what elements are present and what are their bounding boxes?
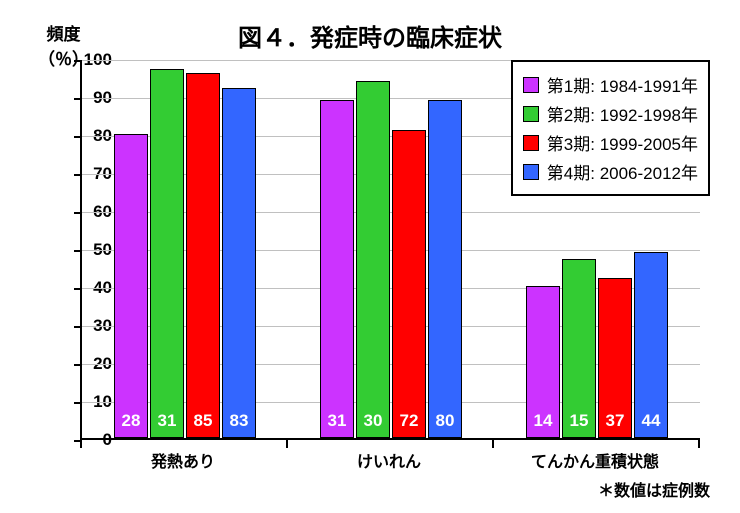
x-category-label: けいれん	[286, 448, 492, 472]
bar-value-label: 72	[393, 411, 425, 431]
legend-label: 第4期: 2006-2012年	[547, 159, 698, 184]
legend-item: 第1期: 1984-1991年	[523, 72, 698, 97]
bar-value-label: 80	[429, 411, 461, 431]
bar: 15	[562, 259, 596, 438]
bar-value-label: 31	[321, 411, 353, 431]
legend-swatch	[523, 164, 539, 180]
bar: 31	[150, 69, 184, 438]
bar: 37	[598, 278, 632, 438]
xtick-mark	[698, 440, 700, 448]
chart-container: 図４．発症時の臨床症状 頻度 （％） 010203040506070809010…	[0, 0, 740, 513]
legend: 第1期: 1984-1991年第2期: 1992-1998年第3期: 1999-…	[511, 60, 710, 196]
bar: 31	[320, 100, 354, 438]
legend-items: 第1期: 1984-1991年第2期: 1992-1998年第3期: 1999-…	[523, 72, 698, 184]
bar: 14	[526, 286, 560, 438]
legend-label: 第2期: 1992-1998年	[547, 101, 698, 126]
legend-item: 第2期: 1992-1998年	[523, 101, 698, 126]
xtick-mark	[492, 440, 494, 448]
ylabel-line1: 頻度	[38, 20, 89, 45]
bar: 44	[634, 252, 668, 438]
bar: 83	[222, 88, 256, 438]
bar: 30	[356, 81, 390, 438]
bar-value-label: 28	[115, 411, 147, 431]
bar-value-label: 83	[223, 411, 255, 431]
footnote: ＊数値は症例数	[598, 477, 710, 501]
legend-swatch	[523, 77, 539, 93]
xtick-mark	[80, 440, 82, 448]
legend-item: 第3期: 1999-2005年	[523, 130, 698, 155]
bar-value-label: 14	[527, 411, 559, 431]
x-category-label: 発熱あり	[80, 448, 286, 472]
chart-title: 図４．発症時の臨床症状	[0, 18, 740, 53]
legend-swatch	[523, 135, 539, 151]
bar: 28	[114, 134, 148, 438]
bar: 72	[392, 130, 426, 438]
x-category-label: てんかん重積状態	[492, 448, 698, 472]
legend-item: 第4期: 2006-2012年	[523, 159, 698, 184]
bar: 80	[428, 100, 462, 438]
bar-value-label: 37	[599, 411, 631, 431]
bar-value-label: 85	[187, 411, 219, 431]
bar-value-label: 44	[635, 411, 667, 431]
bar-value-label: 30	[357, 411, 389, 431]
xtick-mark	[286, 440, 288, 448]
bar-value-label: 31	[151, 411, 183, 431]
bar-value-label: 15	[563, 411, 595, 431]
bar: 85	[186, 73, 220, 438]
legend-swatch	[523, 106, 539, 122]
legend-label: 第3期: 1999-2005年	[547, 130, 698, 155]
legend-label: 第1期: 1984-1991年	[547, 72, 698, 97]
